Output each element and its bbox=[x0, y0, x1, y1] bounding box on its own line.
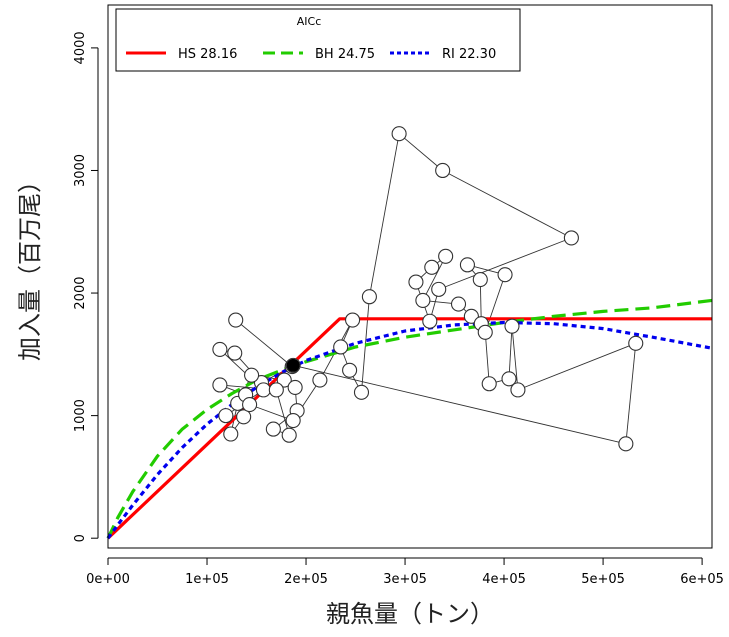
data-point bbox=[431, 281, 447, 297]
data-point bbox=[212, 341, 228, 357]
y-tick-label: 0 bbox=[73, 534, 88, 542]
legend-box bbox=[115, 8, 521, 72]
data-point bbox=[268, 382, 284, 398]
data-point bbox=[415, 292, 431, 308]
data-point bbox=[435, 162, 451, 179]
data-point bbox=[236, 409, 252, 425]
data-point bbox=[223, 426, 239, 442]
trajectory-segment bbox=[511, 326, 519, 390]
data-point bbox=[255, 382, 272, 398]
data-point bbox=[422, 313, 438, 329]
data-point bbox=[563, 230, 579, 246]
trajectory-segment bbox=[398, 133, 443, 171]
trajectory-segment bbox=[293, 364, 626, 445]
data-point bbox=[287, 379, 303, 395]
curve-hs bbox=[106, 317, 712, 540]
axes: 0e+00 1e+05 2e+05 3e+05 4e+05 5e+05 6e+05 0 1000… bbox=[73, 31, 724, 587]
data-point bbox=[212, 377, 228, 393]
data-point bbox=[361, 289, 377, 305]
trajectory-segment bbox=[625, 343, 637, 444]
trajectory-segment bbox=[275, 389, 290, 436]
trajectory-segment bbox=[442, 170, 572, 239]
y-axis-title: 加入量（百万尾） bbox=[16, 169, 44, 361]
x-axis-title: 親魚量（トン） bbox=[326, 600, 494, 628]
data-point bbox=[265, 421, 281, 437]
y-tick-label: 1000 bbox=[73, 399, 88, 432]
x-tick-label: 5e+05 bbox=[581, 572, 625, 587]
plot-border bbox=[107, 4, 713, 549]
data-point bbox=[312, 372, 328, 388]
x-tick-label: 1e+05 bbox=[185, 572, 229, 587]
y-tick-label: 2000 bbox=[73, 277, 88, 310]
trajectory-segment bbox=[484, 332, 490, 384]
data-point bbox=[227, 345, 243, 361]
x-tick-label: 3e+05 bbox=[383, 572, 427, 587]
trajectory-segment bbox=[438, 237, 572, 290]
data-point bbox=[391, 126, 407, 142]
y-tick-label: 3000 bbox=[73, 154, 88, 187]
data-point bbox=[345, 312, 361, 328]
data-point bbox=[481, 376, 497, 392]
y-tick-label: 4000 bbox=[73, 31, 88, 64]
data-point bbox=[438, 248, 454, 264]
legend: AICc HS 28.16 BH 24.75 RI 22.30 bbox=[115, 8, 521, 72]
legend-label: RI 22.30 bbox=[442, 47, 496, 62]
trajectory-segment bbox=[422, 256, 447, 301]
data-point bbox=[333, 339, 349, 355]
trajectory-segment bbox=[368, 133, 400, 297]
data-point bbox=[244, 367, 260, 383]
observed-points bbox=[212, 126, 644, 452]
data-point bbox=[228, 312, 244, 328]
legend-title: AICc bbox=[297, 15, 322, 28]
latest-data-point bbox=[286, 358, 300, 372]
data-point bbox=[504, 318, 520, 334]
data-point bbox=[459, 257, 475, 273]
data-point bbox=[281, 427, 297, 443]
legend-label: BH 24.75 bbox=[315, 47, 375, 62]
data-point bbox=[285, 412, 301, 429]
legend-label: HS 28.16 bbox=[178, 47, 237, 62]
data-point bbox=[218, 408, 234, 424]
data-point bbox=[477, 324, 493, 340]
data-point bbox=[408, 274, 424, 290]
x-tick-label: 0e+00 bbox=[86, 572, 130, 587]
x-tick-label: 4e+05 bbox=[482, 572, 526, 587]
data-point bbox=[628, 335, 644, 351]
trajectory-segment bbox=[517, 342, 636, 391]
data-point bbox=[472, 272, 488, 288]
data-point bbox=[450, 296, 467, 312]
data-point bbox=[497, 267, 513, 283]
data-point bbox=[510, 382, 526, 398]
data-point bbox=[242, 397, 258, 413]
data-point bbox=[342, 362, 358, 378]
data-point bbox=[618, 436, 634, 452]
trajectory-segment bbox=[235, 319, 293, 367]
x-tick-label: 2e+05 bbox=[284, 572, 328, 587]
data-point bbox=[276, 372, 292, 388]
trajectory-segment bbox=[249, 404, 294, 421]
x-tick-label: 6e+05 bbox=[680, 572, 724, 587]
data-point bbox=[424, 259, 440, 275]
data-point bbox=[353, 384, 370, 400]
data-point bbox=[501, 371, 517, 387]
trajectory-segment bbox=[508, 326, 513, 379]
